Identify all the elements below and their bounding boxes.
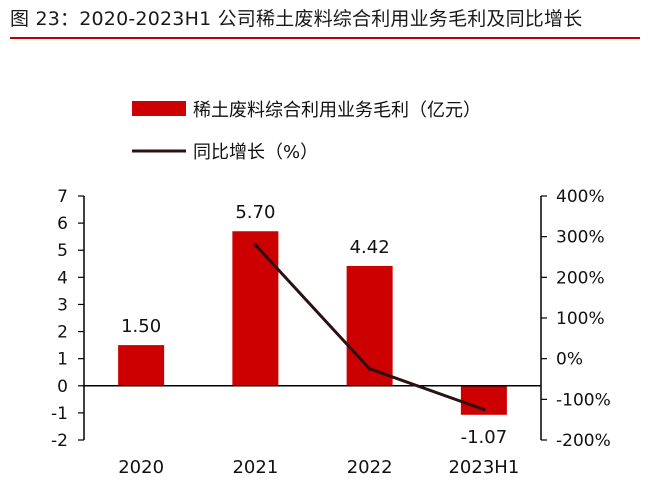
legend-bar-label: 稀土废料综合利用业务毛利（亿元） xyxy=(193,100,481,121)
title-rule xyxy=(10,37,640,39)
left-axis-tick-label: -2 xyxy=(51,431,68,451)
bar xyxy=(118,345,165,386)
left-axis-tick-label: 6 xyxy=(57,214,68,234)
growth-line-point xyxy=(253,243,258,247)
growth-line-point xyxy=(482,407,486,412)
right-axis-tick-label: 200% xyxy=(556,268,605,288)
legend-bar-swatch xyxy=(132,101,186,116)
left-axis-tick-label: -1 xyxy=(51,404,68,424)
right-axis-tick-label: 0% xyxy=(556,350,583,370)
bar xyxy=(232,231,279,386)
legend-line-label: 同比增长（%） xyxy=(193,142,318,163)
left-axis-tick-label: 5 xyxy=(57,241,68,261)
right-axis-tick-label: -100% xyxy=(556,390,611,410)
bar xyxy=(346,265,393,386)
bar-value-label: 4.42 xyxy=(350,237,390,258)
left-axis-tick-label: 3 xyxy=(57,295,68,315)
bar-value-label: -1.07 xyxy=(461,427,508,448)
left-axis-tick-label: 4 xyxy=(57,268,68,288)
right-axis-tick-label: 100% xyxy=(556,309,605,329)
right-axis-tick-label: -200% xyxy=(556,431,611,451)
x-axis-category-label: 2020 xyxy=(118,457,164,478)
growth-line-point xyxy=(367,367,372,371)
x-axis-category-label: 2023H1 xyxy=(448,457,519,478)
bar-value-label: 5.70 xyxy=(235,202,275,223)
right-axis-tick-label: 400% xyxy=(556,187,605,207)
right-axis-tick-label: 300% xyxy=(556,228,605,248)
bar-value-label: 1.50 xyxy=(121,316,161,337)
left-axis-tick-label: 7 xyxy=(57,187,68,207)
x-axis-category-label: 2021 xyxy=(232,457,278,478)
left-axis-tick-label: 1 xyxy=(57,350,68,370)
left-axis-tick-label: 0 xyxy=(57,377,68,397)
figure-title: 图 23：2020-2023H1 公司稀土废料综合利用业务毛利及同比增长 xyxy=(10,8,583,30)
x-axis-category-label: 2022 xyxy=(347,457,393,478)
left-axis-tick-label: 2 xyxy=(57,323,68,343)
